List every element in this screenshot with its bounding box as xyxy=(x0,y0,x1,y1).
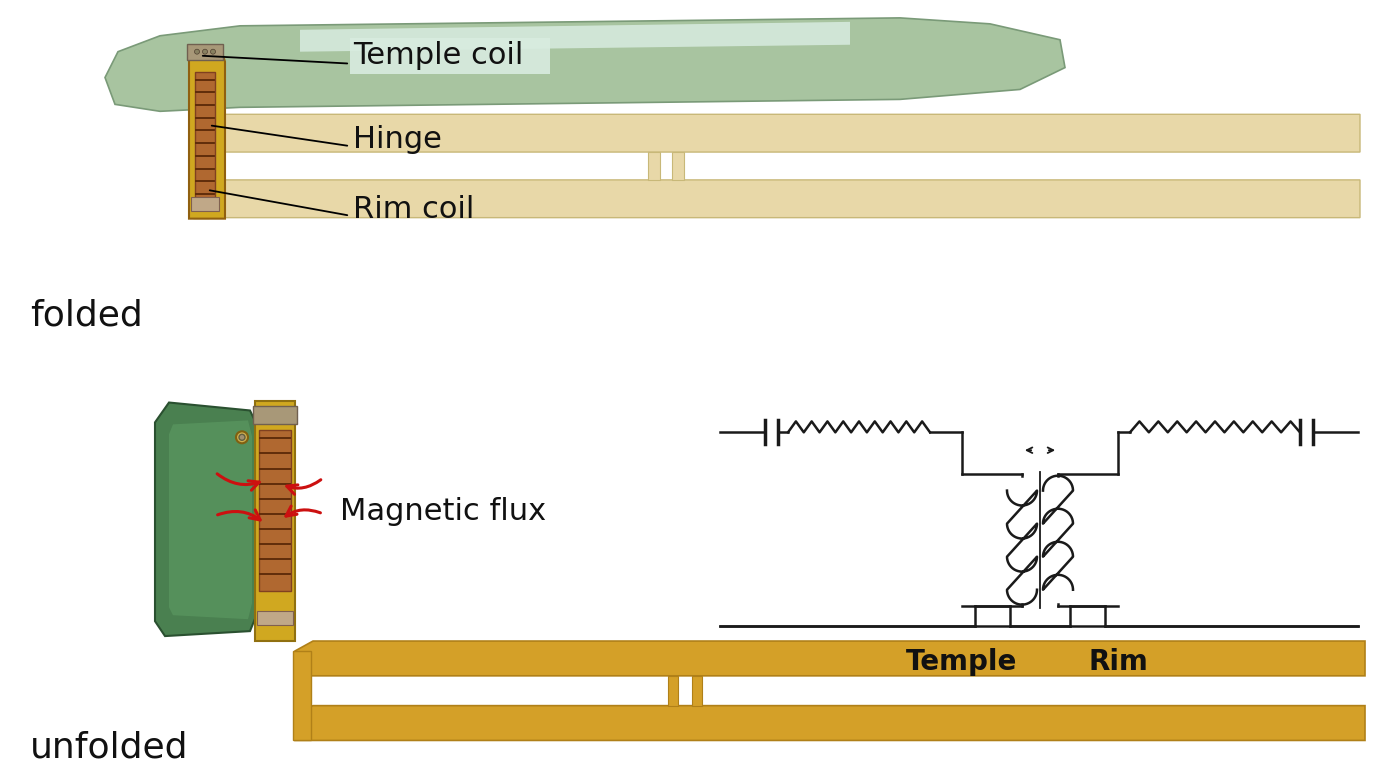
Polygon shape xyxy=(295,706,1364,741)
Text: Rim coil: Rim coil xyxy=(353,195,474,223)
Bar xyxy=(649,152,660,180)
Text: folded: folded xyxy=(30,298,143,332)
Polygon shape xyxy=(195,180,1360,218)
Polygon shape xyxy=(293,651,311,741)
Text: Rim: Rim xyxy=(1088,648,1147,676)
Bar xyxy=(260,431,291,591)
Bar xyxy=(672,152,684,180)
Bar xyxy=(692,676,702,706)
Bar xyxy=(257,611,293,625)
Bar xyxy=(350,38,550,73)
Bar xyxy=(187,44,223,60)
Bar xyxy=(253,407,297,424)
Polygon shape xyxy=(169,421,251,619)
Polygon shape xyxy=(190,49,225,219)
Polygon shape xyxy=(195,114,1360,152)
Polygon shape xyxy=(155,403,258,636)
Bar xyxy=(191,197,218,211)
Text: Temple: Temple xyxy=(907,648,1018,676)
Text: Temple coil: Temple coil xyxy=(353,40,523,70)
Circle shape xyxy=(195,49,199,54)
Circle shape xyxy=(210,49,216,54)
Bar xyxy=(668,676,677,706)
Circle shape xyxy=(236,431,247,443)
Bar xyxy=(195,72,214,205)
Polygon shape xyxy=(104,18,1065,111)
Polygon shape xyxy=(300,22,851,52)
Text: unfolded: unfolded xyxy=(30,730,188,764)
Text: Magnetic flux: Magnetic flux xyxy=(339,497,545,526)
Polygon shape xyxy=(192,126,209,218)
Text: Hinge: Hinge xyxy=(353,125,442,154)
Bar xyxy=(256,400,295,641)
Circle shape xyxy=(202,49,207,54)
Polygon shape xyxy=(295,641,1364,676)
Circle shape xyxy=(239,434,245,441)
